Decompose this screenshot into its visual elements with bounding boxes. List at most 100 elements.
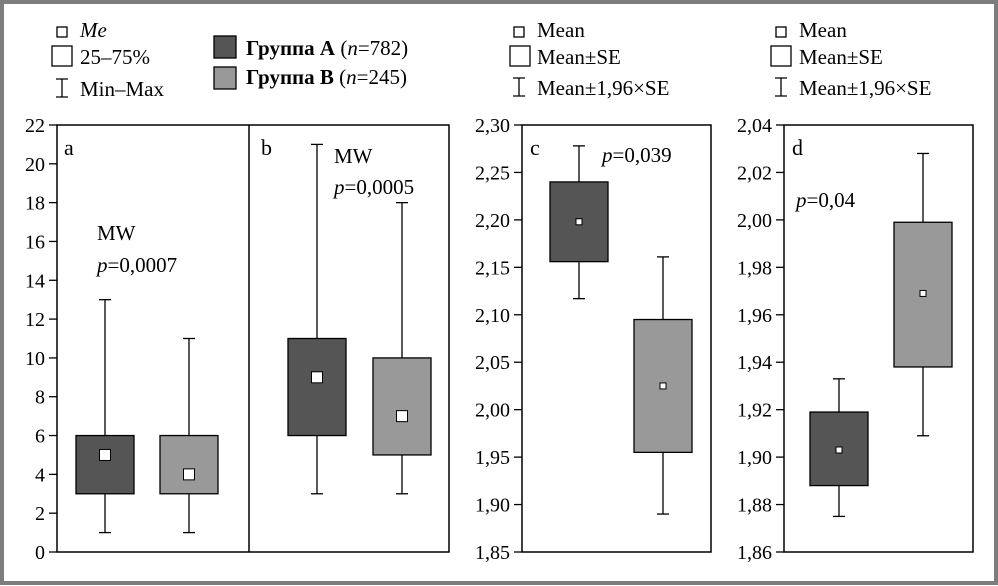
annotation-b-p-var: p	[332, 175, 345, 199]
median-marker	[575, 218, 583, 226]
y-tick-label: 12	[25, 309, 45, 331]
y-tick-label: 2,00	[475, 400, 510, 422]
y-tick-label: 1,86	[737, 542, 772, 564]
box	[372, 357, 432, 456]
median-marker	[183, 468, 195, 481]
y-tick-label: 16	[25, 231, 45, 253]
annotation-a-p-val: =0,0007	[108, 253, 178, 277]
y-tick-label: 4	[35, 464, 45, 486]
y-tick-label: 2,00	[737, 210, 772, 232]
median-marker	[99, 448, 111, 461]
median-marker	[311, 371, 323, 384]
median-marker	[919, 289, 927, 297]
y-tick-label: 1,85	[475, 542, 510, 564]
y-tick-label: 2,10	[475, 305, 510, 327]
panel-d-frame	[783, 124, 974, 553]
annotation-b-test: MW	[334, 144, 373, 168]
group-b-n-val: =245	[357, 65, 400, 89]
panel-label-c: c	[530, 135, 540, 160]
legend-c-ci-label: Mean±1,96×SE	[537, 76, 669, 100]
annotation-a-p-var: p	[95, 253, 108, 277]
legend-median-label: Me	[79, 18, 107, 42]
panel-ab: a b MW p=0,0007 MW p=0,0005	[56, 124, 450, 553]
group-a-swatch	[213, 35, 237, 59]
annotation-d-p: p=0,04	[794, 188, 856, 212]
legend-whisker-label: Min–Max	[80, 77, 165, 101]
y-tick-label: 22	[25, 115, 45, 137]
y-tick-label: 2,02	[737, 162, 772, 184]
annotation-d-p-val: =0,04	[807, 188, 856, 212]
y-tick-label: 10	[25, 348, 45, 370]
y-tick-label: 2,04	[737, 115, 772, 137]
group-a-n-val: =782	[358, 36, 401, 60]
y-tick-label: 1,90	[737, 447, 772, 469]
y-tick-label: 1,90	[475, 495, 510, 517]
y-tick-label: 1,92	[737, 400, 772, 422]
annotation-b-p-val: =0,0005	[345, 175, 415, 199]
legend-c: Mean Mean±SE Mean±1,96×SE	[509, 18, 669, 100]
legend-d: Mean Mean±SE Mean±1,96×SE	[770, 18, 931, 100]
panel-c-frame	[521, 124, 712, 553]
legend-box-label: 25–75%	[80, 45, 150, 69]
box-marker-icon	[51, 45, 73, 67]
group-a-name: Группа А	[246, 36, 336, 60]
legend-d-se-label: Mean±SE	[799, 45, 883, 69]
y-tick-label: 1,94	[737, 352, 772, 374]
y-tick-label: 1,96	[737, 305, 772, 327]
median-marker	[835, 446, 843, 454]
box	[159, 434, 219, 495]
y-tick-label: 18	[25, 193, 45, 215]
y-tick-label: 1,95	[475, 447, 510, 469]
box	[75, 434, 135, 495]
y-tick-label: 2,15	[475, 257, 510, 279]
panel-ab-frame	[56, 124, 450, 553]
median-marker	[396, 410, 408, 423]
ci-whisker-marker-icon	[513, 77, 525, 97]
se-box-marker-icon	[770, 45, 792, 67]
legend-d-mean-label: Mean	[799, 18, 847, 42]
box	[287, 337, 347, 437]
group-b-n-var: n	[346, 65, 357, 89]
panel-label-b: b	[261, 135, 272, 160]
annotation-a-test: MW	[97, 221, 136, 245]
ci-whisker-marker-icon	[775, 77, 787, 97]
panel-c: c p=0,039	[521, 124, 712, 553]
panel-label-a: a	[64, 135, 74, 160]
legend-c-se-label: Mean±SE	[537, 45, 621, 69]
y-tick-label: 6	[35, 426, 45, 448]
y-tick-label: 8	[35, 387, 45, 409]
panel-d: d p=0,04	[783, 124, 974, 553]
annotation-b-p: p=0,0005	[332, 175, 414, 199]
annotation-c-p-val: =0,039	[613, 143, 672, 167]
group-a-n-var: n	[347, 36, 358, 60]
annotation-c-p-var: p	[600, 143, 613, 167]
legend-groups: Группа А (n=782) Группа В (n=245)	[213, 35, 408, 90]
annotation-c-p: p=0,039	[600, 143, 672, 167]
y-tick-label: 20	[25, 154, 45, 176]
y-tick-label: 1,98	[737, 257, 772, 279]
group-b-name: Группа В	[246, 65, 334, 89]
legend-d-ci-label: Mean±1,96×SE	[799, 76, 931, 100]
y-tick-label: 2,25	[475, 162, 510, 184]
whisker-marker-icon	[56, 78, 68, 98]
panel-label-d: d	[792, 135, 803, 160]
mean-marker-icon	[513, 26, 525, 38]
mean-marker-icon	[775, 26, 787, 38]
legend-left: Me 25–75% Min–Max	[51, 18, 165, 101]
y-tick-label: 2,20	[475, 210, 510, 232]
annotation-d-p-var: p	[794, 188, 807, 212]
group-b-swatch	[213, 66, 237, 90]
y-tick-label: 2,05	[475, 352, 510, 374]
median-marker-icon	[56, 26, 68, 38]
chart-marks: 0 2 4 6 8 10 12 14 16 18 20 22 1,85 1,90 1,95 2,00 2,05 2…	[25, 115, 953, 564]
y-tick-label: 0	[35, 542, 45, 564]
y-tick-label: 14	[25, 270, 45, 292]
figure-canvas: Me 25–75% Min–Max Группа А (n=782) Групп…	[25, 18, 974, 564]
annotation-a-p: p=0,0007	[95, 253, 177, 277]
legend-group-b: Группа В (n=245)	[246, 65, 407, 89]
legend-group-a: Группа А (n=782)	[246, 36, 408, 60]
legend-c-mean-label: Mean	[537, 18, 585, 42]
y-tick-label: 1,88	[737, 495, 772, 517]
y-tick-label: 2,30	[475, 115, 510, 137]
